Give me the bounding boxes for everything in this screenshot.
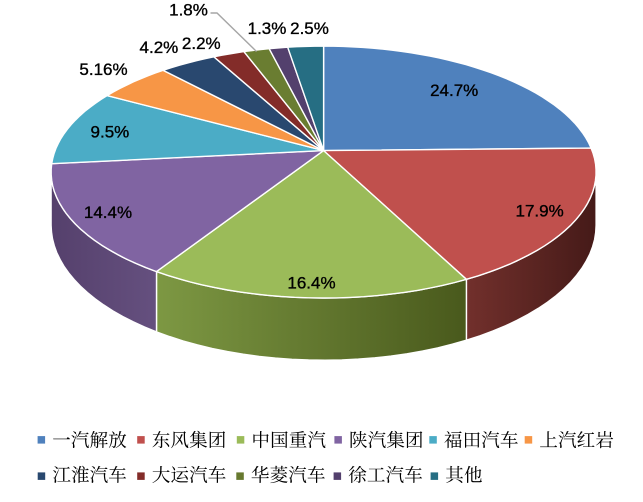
svg-text:5.16%: 5.16% [79,60,127,79]
svg-text:24.7%: 24.7% [430,81,478,100]
svg-text:4.2%: 4.2% [140,38,179,57]
svg-text:1.8%: 1.8% [169,1,208,20]
svg-text:16.4%: 16.4% [287,273,335,292]
svg-text:2.2%: 2.2% [182,34,221,53]
svg-text:2.5%: 2.5% [290,19,329,38]
svg-text:9.5%: 9.5% [91,122,130,141]
svg-text:14.4%: 14.4% [84,203,132,222]
svg-text:17.9%: 17.9% [515,202,563,221]
svg-text:1.3%: 1.3% [248,19,287,38]
